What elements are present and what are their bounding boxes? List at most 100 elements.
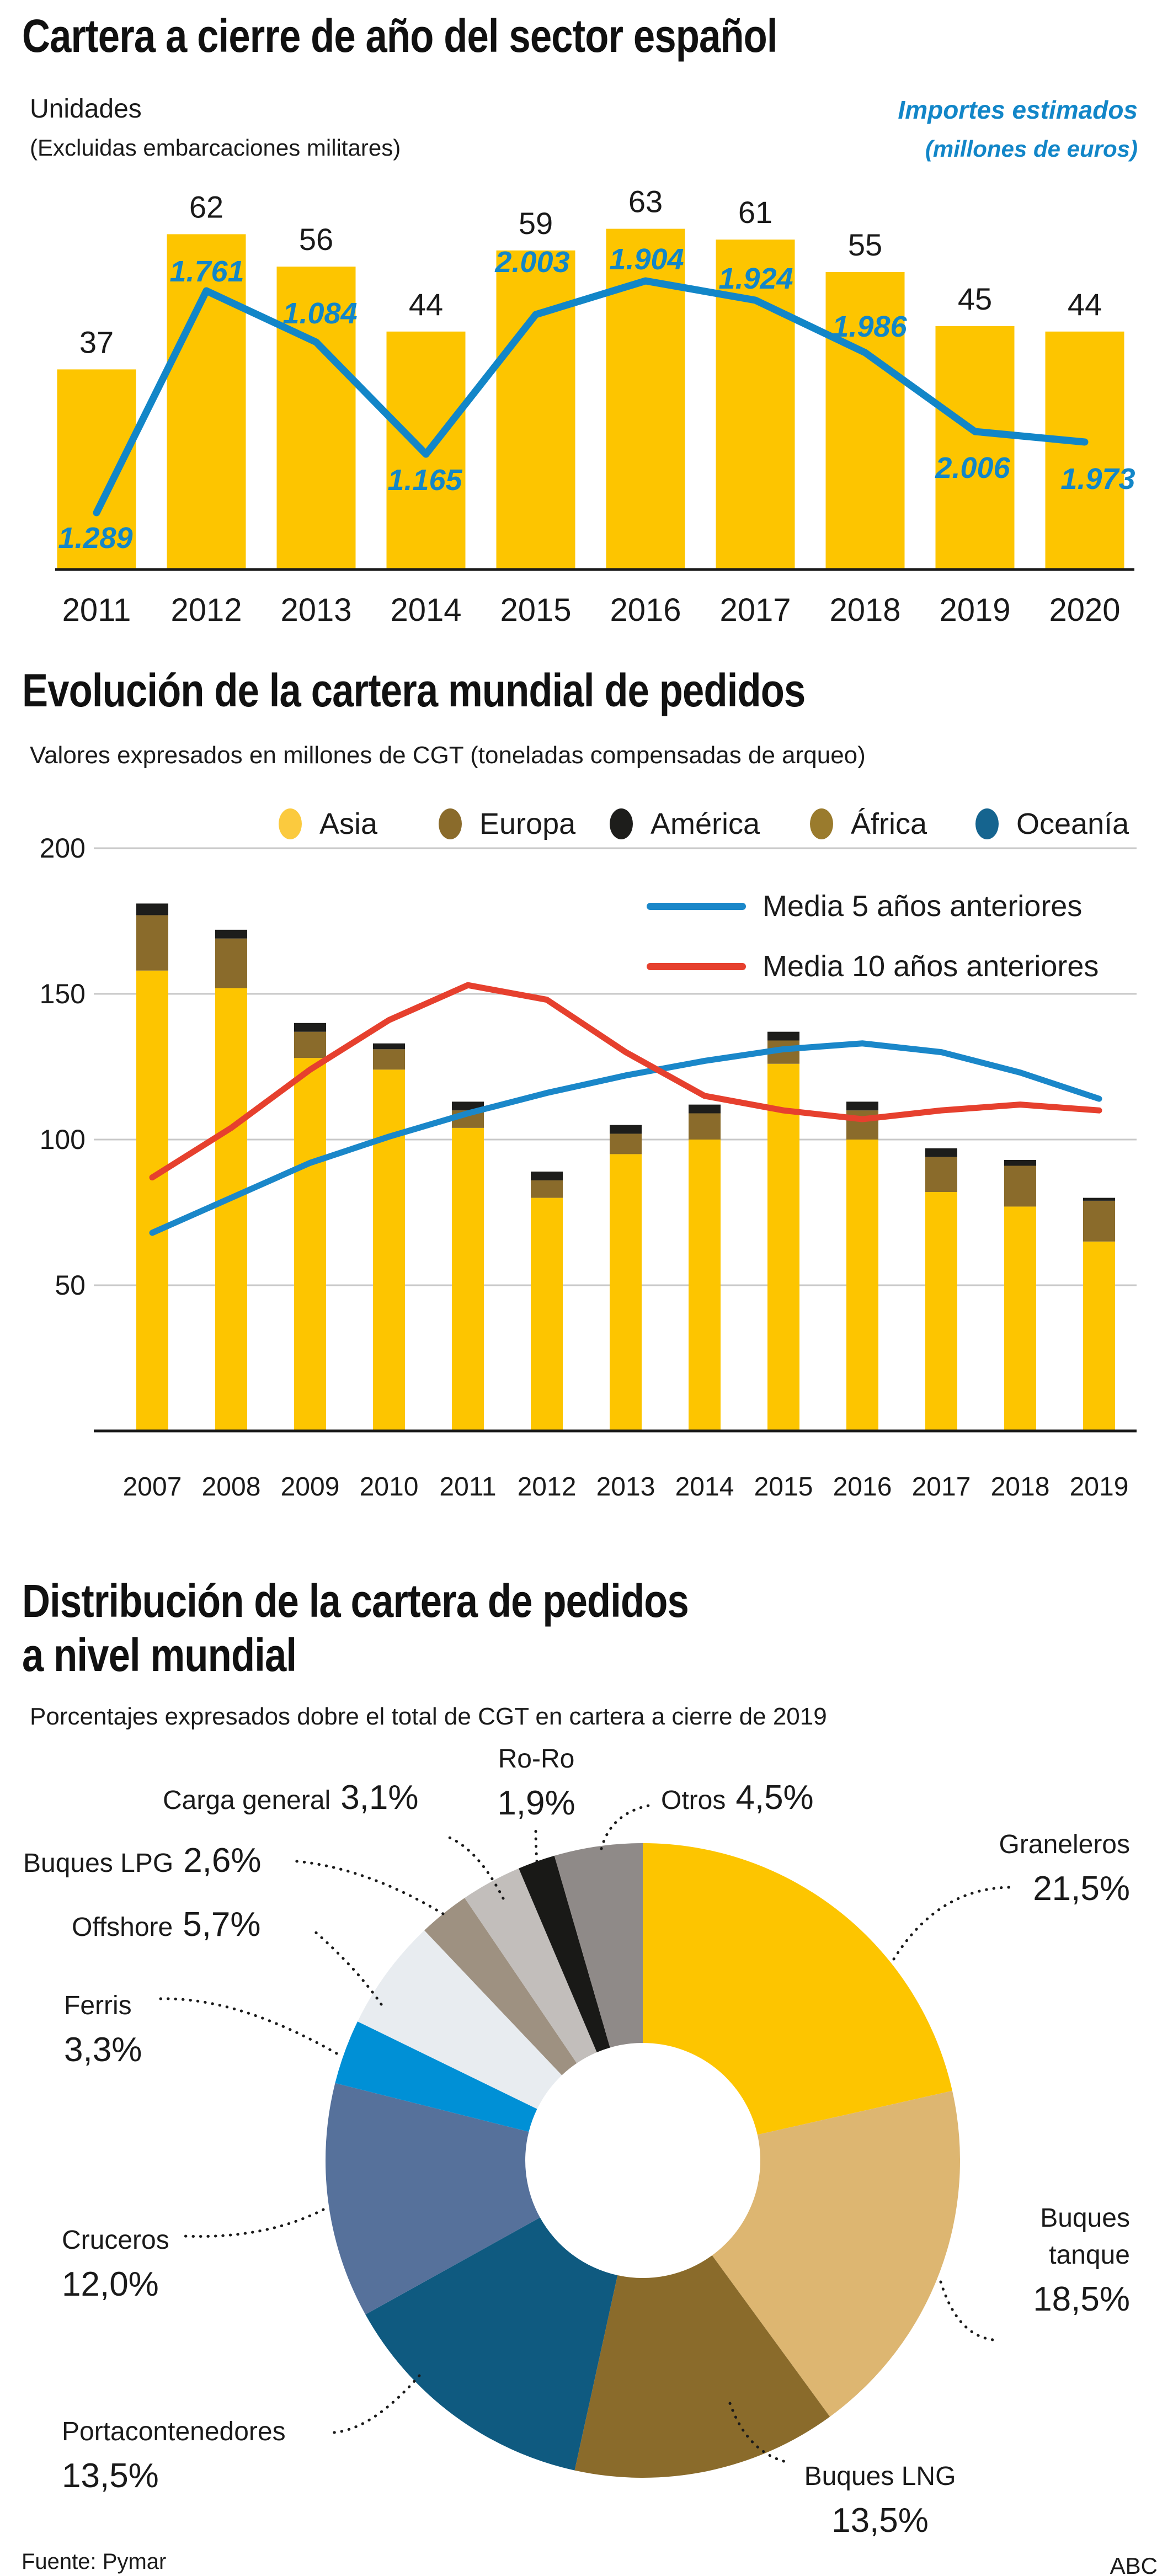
donut-slice-buques-lng [574, 2255, 830, 2478]
chart2-subtitle: Valores expresados en millones de CGT (t… [30, 742, 866, 769]
donut-leader-line [534, 1829, 538, 1863]
media5-line-swatch-icon [647, 902, 746, 910]
chart1-units-note: (Excluidas embarcaciones militares) [30, 135, 401, 161]
donut-leader-line [332, 2374, 421, 2434]
legend-item-asia: Asia [279, 807, 377, 840]
chart1-bar-value: 56 [299, 222, 333, 257]
chart2-bar-2010-Asia [373, 1069, 405, 1431]
chart2-year-label: 2011 [439, 1472, 496, 1502]
donut-leader-line [939, 2280, 995, 2341]
chart1-title: Cartera a cierre de año del sector españ… [22, 10, 778, 62]
chart1-line-value: 1.761 [169, 255, 244, 288]
source-credit: Fuente: Pymar [22, 2550, 167, 2574]
donut-label-offshore: Offshore 5,7% [72, 1906, 261, 1944]
chart3-title-line1: Distribución de la cartera de pedidos [22, 1575, 689, 1627]
donut-leader-line [892, 1886, 1011, 1961]
legend-item-america: América [610, 807, 760, 840]
media10-line-swatch-icon [647, 962, 746, 970]
donut-label-graneleros: Graneleros 21,5% [999, 1830, 1130, 1908]
chart2-bar-2017-Europa [925, 1157, 957, 1193]
chart2-bar-2016-América [846, 1101, 878, 1111]
donut-label-buques-lng: Buques LNG 13,5% [804, 2462, 956, 2540]
chart2-bar-2012-América [531, 1172, 563, 1180]
donut-leader-line [290, 1859, 445, 1915]
america-legend-dot-icon [610, 808, 633, 839]
chart2-bar-2017-América [925, 1148, 957, 1157]
africa-legend-dot-icon [810, 808, 833, 839]
chart2-year-label: 2016 [833, 1472, 892, 1502]
chart2-bar-2009-Asia [294, 1058, 326, 1431]
brand-mark: ABC [1110, 2553, 1158, 2576]
chart2-bar-2014-Europa [689, 1113, 721, 1140]
chart2-bar-2007-América [136, 903, 168, 916]
chart3-title: Distribución de la cartera de pedidos a … [22, 1574, 689, 1682]
chart1-bar-value: 63 [628, 184, 663, 219]
chart2-line-media5 [149, 1040, 1102, 1236]
donut-label-buques-tanque: Buques tanque 18,5% [1033, 2204, 1130, 2318]
asia-legend-dot-icon [279, 808, 302, 839]
legend-item-oceania: Oceanía [975, 807, 1129, 840]
chart1-year-label: 2018 [829, 592, 900, 628]
chart1-line-value: 1.973 [1060, 462, 1135, 496]
donut-leader-line [182, 2208, 325, 2238]
chart1-bar-value: 55 [848, 227, 882, 262]
chart1-bar-2018 [825, 272, 905, 570]
legend-item-media5: Media 5 años anteriores [647, 889, 1082, 923]
chart1-bar-2011 [57, 369, 136, 570]
donut-slice-buques-tanque [712, 2090, 960, 2417]
donut-leader-line [728, 2402, 790, 2464]
legend-label-media10: Media 10 años anteriores [763, 950, 1099, 983]
donut-label-cruceros: Cruceros 12,0% [62, 2226, 169, 2303]
chart2-year-label: 2017 [912, 1472, 971, 1502]
chart3-subtitle: Porcentajes expresados dobre el total de… [30, 1703, 827, 1730]
chart1-bar-value: 44 [1068, 287, 1102, 322]
chart2-bar-2009-América [294, 1023, 326, 1032]
chart1-line-value: 1.924 [718, 262, 793, 295]
chart1-line-value: 2.006 [935, 451, 1010, 485]
chart1-year-label: 2016 [610, 592, 681, 628]
chart2-bar-2010-Europa [373, 1049, 405, 1070]
chart2-bar-2010-América [373, 1043, 405, 1050]
donut-slice-offshore [358, 1930, 562, 2109]
chart2-bar-2007-Europa [136, 915, 168, 971]
chart1-line-label: Importes estimados [898, 95, 1138, 124]
donut-leader-line [157, 1997, 338, 2055]
chart1-line-value: 1.165 [387, 464, 462, 497]
chart2-y-tick: 100 [40, 1124, 86, 1155]
chart1-year-label: 2014 [390, 592, 461, 628]
chart2-bar-2016-Europa [846, 1110, 878, 1140]
donut-canvas [157, 1803, 1011, 2478]
chart1-line-value: 1.289 [58, 521, 132, 555]
chart1-bar-value: 37 [79, 324, 114, 359]
donut-slice-ro-ro [519, 1855, 610, 2052]
chart1-canvas: 37 2011 62 2012 56 2013 44 2014 59 2015 63 2016 61 20… [55, 184, 1135, 628]
chart1-units-label: Unidades [30, 94, 142, 124]
donut-leader-line [600, 1803, 656, 1850]
chart2-bar-2016-Asia [846, 1140, 878, 1431]
donut-label-portacontenedores: Portacontenedores 13,5% [62, 2417, 286, 2495]
chart3-title-line2: a nivel mundial [22, 1629, 297, 1681]
donut-label-ferris: Ferris 3,3% [64, 1991, 142, 2069]
oceania-legend-dot-icon [975, 808, 999, 839]
chart1-bar-2020 [1045, 331, 1124, 570]
chart1-year-label: 2020 [1049, 592, 1120, 628]
chart1-year-label: 2015 [500, 592, 571, 628]
chart1-bar-value: 62 [189, 189, 223, 224]
chart1-line-value: 1.986 [832, 310, 907, 343]
chart1-line-note: (millones de euros) [925, 136, 1138, 162]
chart2-bar-2011-Asia [452, 1127, 484, 1431]
chart2-year-label: 2012 [518, 1472, 577, 1502]
chart2-bar-2013-Asia [610, 1154, 642, 1431]
chart1-year-label: 2011 [62, 592, 131, 628]
donut-label-ro-ro: Ro-Ro 1,9% [497, 1744, 575, 1822]
legend-label-europa: Europa [479, 807, 576, 840]
chart1-line-value: 2.003 [494, 246, 569, 279]
chart2-year-label: 2019 [1070, 1472, 1129, 1502]
chart2-bar-2008-Europa [215, 938, 247, 988]
chart1-line [93, 277, 1089, 517]
chart1-year-label: 2012 [170, 592, 242, 628]
chart2-y-tick: 150 [40, 978, 86, 1009]
donut-slice-ferris [335, 2021, 537, 2132]
chart2-year-label: 2014 [675, 1472, 734, 1502]
